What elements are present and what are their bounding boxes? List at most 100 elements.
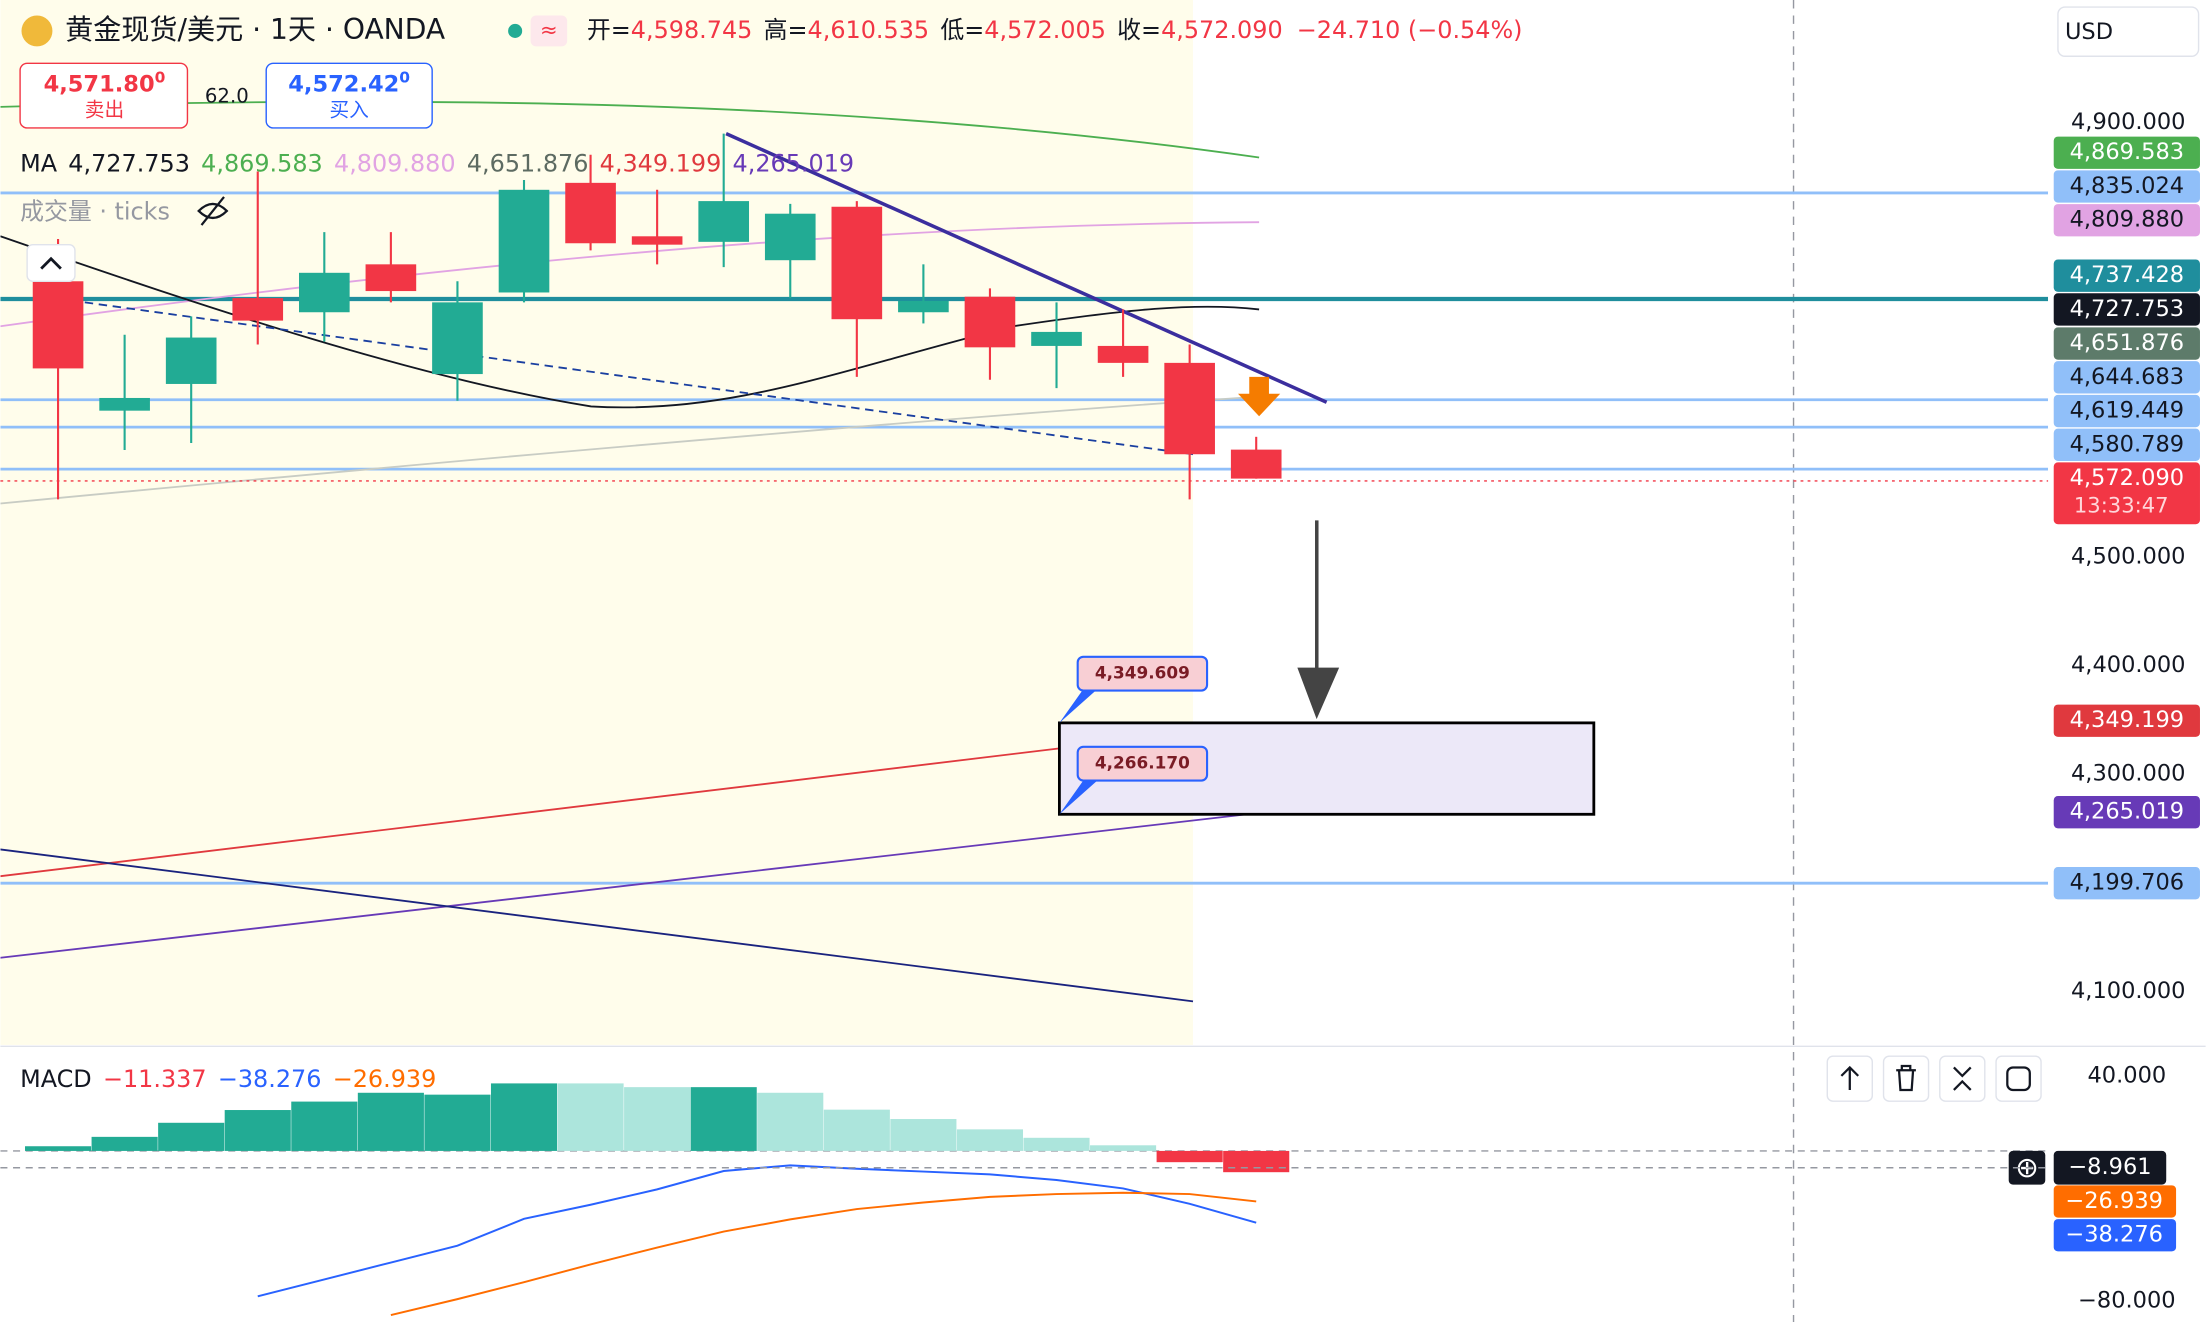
volume-legend: 成交量 · ticks (20, 197, 170, 225)
ma-value: 4,727.753 (68, 150, 190, 178)
label: 低= (940, 16, 984, 44)
price-badge (2053, 361, 2200, 394)
candle-body (498, 189, 550, 293)
market-status (508, 23, 523, 38)
collapse-button[interactable] (26, 244, 76, 282)
crosshair-badge (2053, 1150, 2167, 1185)
delete-button[interactable] (1882, 1055, 1930, 1102)
candle-body (99, 397, 150, 411)
histogram-bar (690, 1087, 757, 1151)
candle-body (298, 272, 350, 313)
candle-body (898, 300, 949, 313)
price-badge (2053, 327, 2200, 360)
candle-body (764, 213, 816, 261)
macd-value: −38.276 (218, 1065, 322, 1093)
buy-button[interactable] (265, 62, 433, 129)
sell-signal-arrow (1238, 376, 1281, 417)
candle-body (698, 201, 750, 242)
label: 收= (1117, 16, 1161, 44)
price-callout (1076, 655, 1209, 692)
histogram-bar (224, 1110, 291, 1151)
histogram-bar (424, 1094, 491, 1151)
value-badge-label: −26.939 (2065, 1188, 2163, 1214)
value: 4,572.090 (1161, 16, 1283, 44)
price-badge-label: 4,644.683 (2070, 364, 2185, 390)
callout-label: 4,266.170 (1095, 753, 1190, 773)
histogram-bar (1090, 1145, 1157, 1151)
value-badge-label: −38.276 (2065, 1222, 2163, 1248)
price-badge (2053, 259, 2200, 292)
price-badge-label: 4,835.024 (2070, 173, 2185, 199)
sell-label: 卖出 (85, 99, 124, 122)
label: MACD (20, 1065, 92, 1093)
candle-body (831, 206, 883, 320)
crosshair-label: −8.961 (2068, 1154, 2151, 1180)
value-badge (2053, 1219, 2177, 1252)
candle-body (365, 264, 417, 292)
spread: 62.0 (205, 85, 249, 108)
value: 4,610.535 (808, 16, 930, 44)
currency-select[interactable] (2057, 6, 2200, 57)
price-badge-label: 4,349.199 (2070, 707, 2185, 733)
price-badge-label: 4,869.583 (2070, 139, 2185, 165)
trend-line (0, 848, 1194, 1003)
histogram-bar (291, 1101, 358, 1151)
label: 高= (764, 16, 808, 44)
histogram-bar (490, 1083, 558, 1151)
candle-body (165, 337, 217, 384)
price-badge-label: 4,651.876 (2070, 330, 2185, 356)
price-badge (2053, 170, 2200, 203)
candle-body (1031, 331, 1082, 346)
ma-value: 4,869.583 (201, 150, 323, 178)
label: 开= (587, 16, 631, 44)
price: 4,571.80 (44, 71, 155, 97)
sell-button[interactable] (19, 62, 189, 129)
histogram-bar (624, 1087, 691, 1151)
macd-line (257, 1164, 1257, 1298)
price-badge-label: 4,809.880 (2070, 207, 2185, 233)
visibility-toggle[interactable] (197, 196, 229, 226)
y-tick-label: 4,300.000 (2071, 761, 2186, 787)
histogram-bar (1023, 1137, 1090, 1151)
ma-line (0, 235, 1260, 409)
price-badge-label: 4,737.428 (2070, 262, 2185, 288)
price-badge (2053, 204, 2200, 237)
symbol-title[interactable]: 黄金现货/美元 · 1天 · OANDA (65, 13, 445, 46)
histogram-bar (757, 1092, 824, 1151)
y-tick-label: 4,900.000 (2071, 109, 2186, 135)
collapse-pane-button[interactable] (1939, 1055, 1986, 1102)
pane-toolbar (1826, 1055, 2042, 1102)
change: −24.710 (−0.54%) (1297, 16, 1523, 44)
buy-label: 买入 (329, 99, 368, 122)
histogram-bar (91, 1136, 158, 1151)
pip: 0 (399, 68, 410, 86)
histogram-bar (25, 1146, 92, 1151)
target-arrow (1297, 520, 1340, 720)
callout-label: 4,349.609 (1095, 663, 1190, 683)
trend-line (84, 301, 1194, 456)
histogram-bar (557, 1083, 624, 1151)
price-badge (2053, 136, 2200, 169)
y-tick-label: 4,100.000 (2071, 978, 2186, 1004)
histogram-bar (823, 1109, 890, 1151)
histogram-bar (158, 1122, 225, 1151)
indicator-badge (530, 15, 568, 47)
currency: USD (2065, 19, 2113, 45)
sell-price: 4,571.800 (44, 68, 166, 97)
candle-body (1164, 362, 1215, 455)
price-badge-label: 4,580.789 (2070, 431, 2185, 457)
signal-line (390, 1191, 1257, 1317)
price-callout (1076, 745, 1209, 782)
price-badge-label: 4,199.706 (2070, 870, 2185, 896)
ma-value: 4,265.019 (733, 150, 855, 178)
candle-body (565, 182, 616, 244)
price-badge-label: 4,572.090 (2070, 465, 2185, 491)
y-tick-label: 40.000 (2087, 1062, 2166, 1088)
ma-value: 4,651.876 (467, 150, 589, 178)
maximize-button[interactable] (1995, 1055, 2042, 1102)
ma-legend: MA 4,727.753 4,869.583 4,809.880 4,651.876 4,… (20, 150, 854, 178)
y-tick-label: 4,500.000 (2071, 543, 2186, 569)
ma-line (0, 811, 1260, 959)
candle-body (1097, 345, 1149, 363)
